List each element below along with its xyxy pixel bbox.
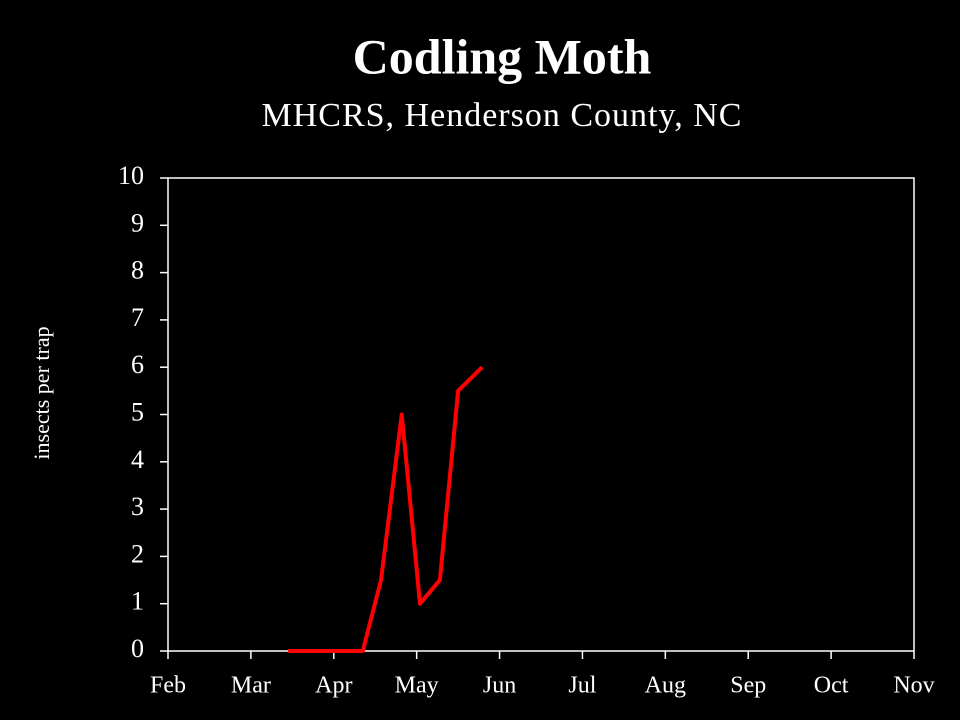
x-tick-label: Feb	[150, 673, 186, 699]
x-tick-label: Mar	[231, 673, 271, 699]
x-tick-label: Oct	[814, 673, 849, 699]
chart-subtitle: MHCRS, Henderson County, NC	[262, 97, 743, 134]
y-tick-label: 0	[131, 634, 144, 663]
y-tick-label: 4	[131, 445, 144, 474]
y-tick-label: 7	[131, 303, 144, 332]
y-tick-label: 9	[131, 208, 144, 237]
plot-frame	[167, 177, 915, 652]
y-tick-label: 3	[131, 492, 144, 521]
x-tick-label: Apr	[315, 673, 352, 699]
data-line	[288, 365, 484, 653]
y-tick-label: 6	[131, 350, 144, 379]
x-tick-label: Jul	[568, 673, 596, 699]
y-axis-label: insects per trap	[29, 326, 54, 459]
x-tick-label: Nov	[893, 673, 934, 699]
chart-title: Codling Moth	[353, 28, 652, 84]
y-tick-label: 10	[118, 161, 144, 190]
y-tick-label: 8	[131, 256, 144, 285]
x-tick-label: May	[395, 673, 439, 699]
y-tick-label: 1	[131, 587, 144, 616]
x-tick-label: Jun	[483, 673, 516, 699]
y-tick-label: 2	[131, 539, 144, 568]
x-tick-label: Sep	[730, 673, 766, 699]
y-tick-label: 5	[131, 397, 144, 426]
x-tick-label: Aug	[645, 673, 686, 699]
